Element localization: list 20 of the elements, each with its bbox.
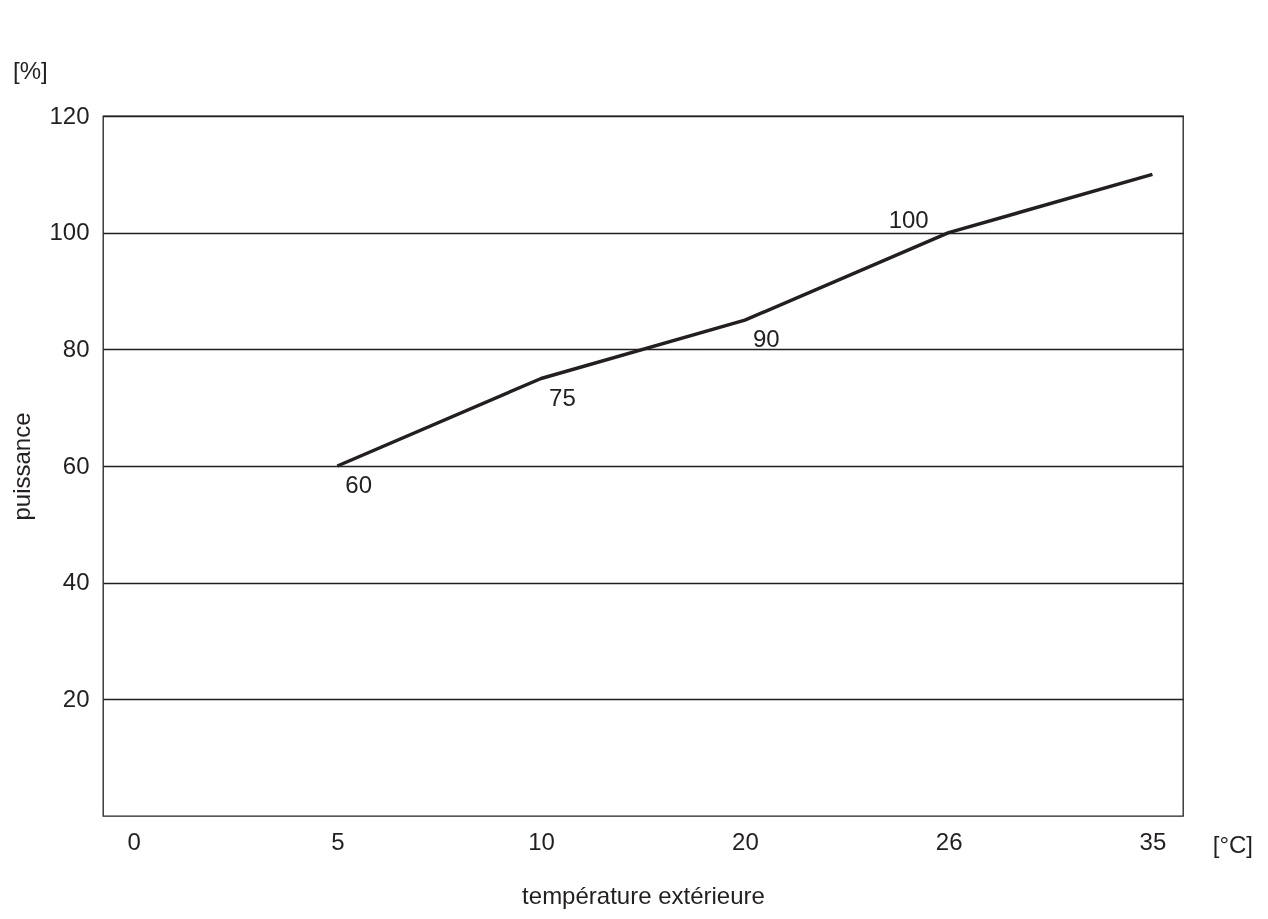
text: [%]: [13, 57, 48, 84]
text: [°C]: [1212, 831, 1253, 858]
x-tick-label: 5: [331, 827, 345, 855]
y-tick-label: 120: [49, 101, 90, 129]
annotation: 60: [345, 471, 373, 498]
x-tick-label: 0: [127, 827, 141, 855]
y-tick-label: 100: [49, 218, 90, 246]
x-tick-label: 20: [732, 827, 759, 855]
x-axis-title: température extérieure: [522, 881, 765, 909]
x-tick-label: 35: [1139, 827, 1167, 855]
y-tick-label: 40: [62, 568, 90, 596]
y-axis-title: puissance: [8, 412, 36, 521]
annotation: 100: [888, 205, 929, 233]
y-tick-label: 80: [62, 334, 90, 362]
x-tick-label: 10: [528, 827, 555, 855]
x-tick-label: 26: [935, 827, 963, 855]
y-tick-label: 60: [62, 451, 90, 479]
y-tick-label: 20: [62, 684, 90, 712]
annotation: 75: [549, 383, 576, 411]
annotation: 90: [752, 325, 780, 353]
